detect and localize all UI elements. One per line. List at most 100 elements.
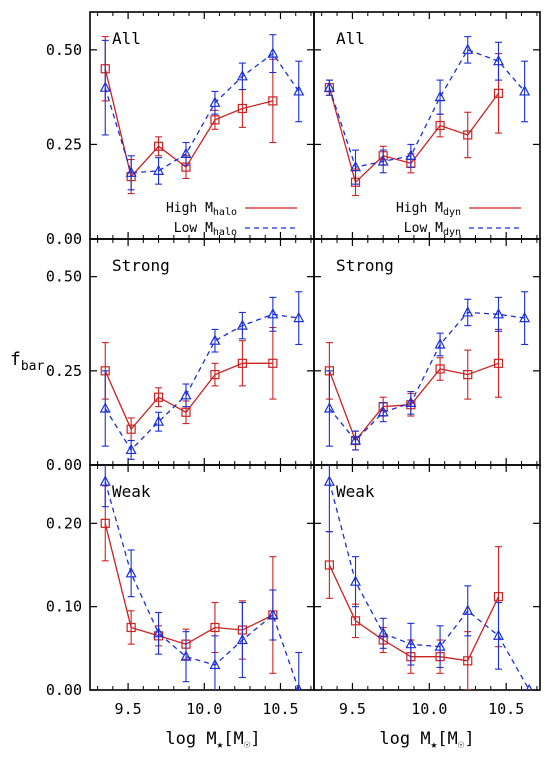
series-line-low <box>104 313 299 451</box>
series-line-high <box>328 87 500 184</box>
marker-square <box>126 424 136 434</box>
legend-low-label: Low Mdyn <box>404 221 461 238</box>
series-line-high <box>104 523 274 645</box>
marker-square <box>210 622 220 633</box>
y-tick-label: 0.25 <box>46 362 82 380</box>
panel-frame <box>313 464 541 691</box>
marker-triangle <box>525 683 533 690</box>
legend-high-label: High Mdyn <box>396 201 461 218</box>
marker-square <box>268 358 278 368</box>
marker-triangle <box>405 149 417 160</box>
marker-triangle <box>323 402 335 413</box>
panel-title: All <box>336 29 365 48</box>
marker-triangle <box>405 396 417 407</box>
marker-triangle <box>350 434 362 445</box>
marker-square <box>268 96 278 106</box>
marker-square <box>324 560 334 570</box>
panel-title: All <box>112 29 141 48</box>
marker-triangle <box>99 475 111 486</box>
marker-square <box>126 622 136 633</box>
y-tick-label: 0.00 <box>46 230 82 248</box>
marker-square <box>463 370 473 380</box>
marker-triangle <box>125 567 137 578</box>
marker-square <box>181 407 191 417</box>
marker-square <box>435 120 445 131</box>
marker-triangle <box>99 81 111 92</box>
marker-triangle <box>377 405 389 417</box>
marker-triangle <box>492 308 504 319</box>
marker-triangle <box>267 608 279 620</box>
x-axis-label-right: log M★[M☉] <box>379 729 474 751</box>
marker-square <box>463 656 473 666</box>
marker-triangle <box>180 389 192 400</box>
marker-triangle <box>323 81 335 92</box>
x-tick-label: 9.5 <box>115 700 142 718</box>
panel-5: 9.5 10.0 10.5 Weak <box>313 464 541 718</box>
marker-triangle <box>153 415 165 426</box>
panel-title: Weak <box>336 482 375 501</box>
legend-low-label: Low Mhalo <box>174 221 237 238</box>
plot-area <box>323 36 531 197</box>
marker-triangle <box>405 637 417 649</box>
marker-triangle <box>492 54 504 66</box>
marker-triangle <box>492 629 504 640</box>
marker-square <box>237 103 247 114</box>
marker-square <box>210 115 220 125</box>
y-tick-label: 0.00 <box>46 681 82 699</box>
marker-triangle <box>180 147 192 158</box>
marker-triangle <box>434 90 446 102</box>
x-tick-label: 10.5 <box>488 700 524 718</box>
x-tick-label: 10.0 <box>186 700 222 718</box>
y-tick-label: 0.00 <box>46 456 82 474</box>
marker-triangle <box>209 96 221 107</box>
series-line-low <box>328 49 526 168</box>
legend-high-label: High Mhalo <box>166 201 237 218</box>
panel-4: 9.5 10.0 10.5 0.00 0.10 0.20 Weak <box>46 464 315 718</box>
y-tick-label: 0.20 <box>46 514 82 532</box>
marker-square <box>350 616 361 626</box>
marker-triangle <box>350 160 362 172</box>
marker-triangle <box>434 338 446 349</box>
marker-triangle <box>180 650 192 661</box>
marker-triangle <box>519 85 531 96</box>
series-line-low <box>328 311 525 442</box>
y-tick-label: 0.50 <box>46 41 82 59</box>
marker-triangle <box>377 155 389 166</box>
marker-triangle <box>293 311 305 323</box>
series-line-low <box>104 52 300 174</box>
marker-triangle <box>209 658 221 670</box>
marker-square <box>435 364 445 374</box>
panel-1: All High Mdyn Low Mdyn <box>313 11 541 240</box>
marker-square <box>493 88 504 98</box>
marker-triangle <box>125 443 137 455</box>
panel-title: Strong <box>112 256 170 275</box>
marker-square <box>493 358 504 368</box>
series-line-high <box>104 68 274 178</box>
labels-layer: fbar log M★[M☉] log M★[M☉] <box>10 349 475 751</box>
plot-area <box>323 465 533 690</box>
plot-area <box>323 291 531 451</box>
marker-triangle <box>99 402 111 413</box>
y-tick-label: 0.25 <box>46 135 82 153</box>
series-line-high <box>328 362 499 442</box>
marker-triangle <box>323 475 335 486</box>
marker-triangle <box>236 319 248 330</box>
marker-triangle <box>267 47 279 58</box>
panel-0: 0.00 0.25 0.50 All High Mhalo Low Mhalo <box>46 11 315 248</box>
x-axis-label-left: log M★[M☉] <box>165 729 260 751</box>
y-tick-label: 0.10 <box>46 598 82 616</box>
panel-2: 0.00 0.25 0.50 Strong <box>46 238 315 474</box>
marker-square <box>100 518 110 528</box>
marker-square <box>237 358 247 368</box>
series-line-low <box>328 481 530 690</box>
marker-triangle <box>209 334 221 345</box>
x-tick-label: 10.5 <box>262 700 298 718</box>
panel-3: Strong <box>313 238 541 466</box>
marker-triangle <box>377 627 389 638</box>
y-tick-label: 0.50 <box>46 268 82 286</box>
x-tick-label: 9.5 <box>339 700 366 718</box>
marker-square <box>210 370 220 380</box>
marker-triangle <box>462 43 474 54</box>
marker-triangle <box>236 633 248 645</box>
panels-layer: 0.00 0.25 0.50 All High Mhalo Low Mhalo All Hig… <box>46 11 541 718</box>
